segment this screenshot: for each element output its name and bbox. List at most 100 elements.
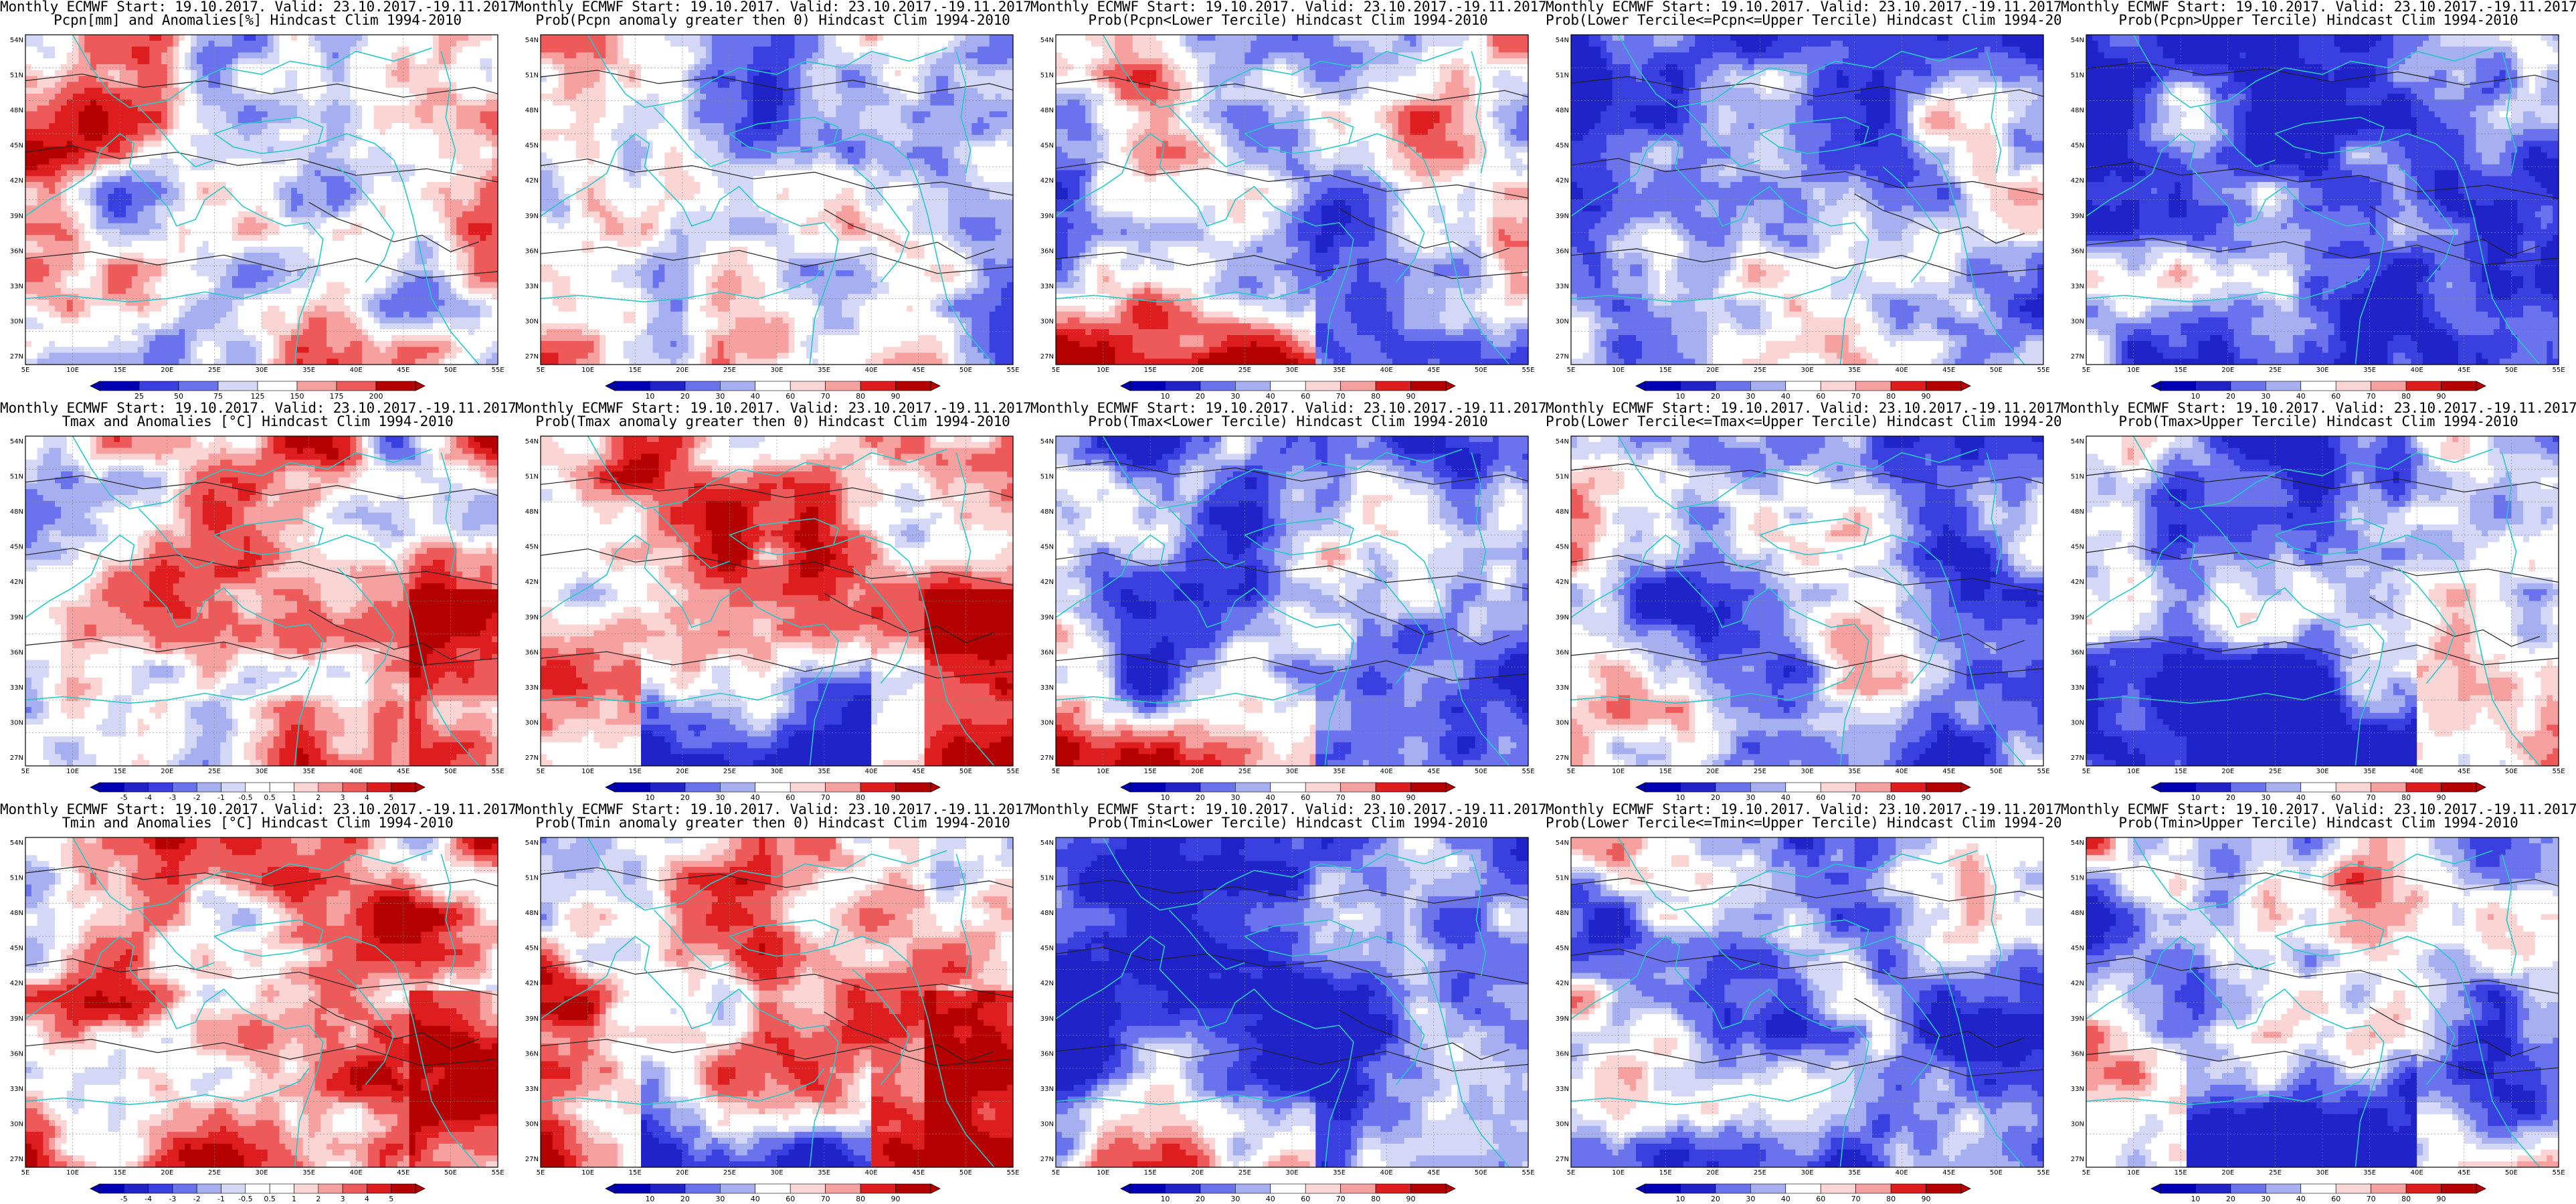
lon-tick-label: 35E [1848,768,1861,775]
lat-tick-label: 39N [10,614,23,621]
lon-tick-label: 15E [2175,768,2187,775]
lon-tick-label: 50E [1990,768,2003,775]
panel-title-line2: Prob(Lower Tercile<=Pcpn<=Upper Tercile)… [1546,13,2061,27]
panel-title-line1: Monthly ECMWF Start: 19.10.2017. Valid: … [1030,0,1546,13]
colorbar-tick-label: 70 [2367,392,2376,401]
forecast-map: 5E 10E 15E 20E 25E 30E 35E 40E 45E 50E 55E54N51N48… [1030,0,1546,401]
lat-tick-label: 27N [1556,1156,1569,1163]
forecast-map: 5E 10E 15E 20E 25E 30E 35E 40E 45E 50E 55E54N51N48… [1030,401,1546,803]
lon-tick-label: 20E [2221,1169,2234,1177]
colorbar-tick-label: 90 [1406,793,1416,802]
lat-tick-label: 54N [525,839,539,847]
lon-tick-label: 15E [1144,1169,1157,1177]
lon-tick-label: 10E [1097,1169,1109,1177]
lat-tick-label: 42N [1040,579,1054,586]
lat-tick-label: 33N [1040,684,1054,692]
lat-tick-label: 33N [1040,283,1054,290]
panel-title-line2: Prob(Tmax>Upper Tercile) Hindcast Clim 1… [2061,415,2576,428]
colorbar-tick-label: 30 [1746,1195,1755,1203]
panel-title: Monthly ECMWF Start: 19.10.2017. Valid: … [1546,0,2061,27]
lat-tick-label: 45N [525,945,539,952]
lon-tick-label: 35E [1333,367,1346,374]
panel-title: Monthly ECMWF Start: 19.10.2017. Valid: … [0,401,515,428]
colorbar-tick-label: 70 [1336,1195,1346,1203]
colorbar-tick-label: 10 [645,1195,654,1203]
lon-tick-label: 25E [208,768,221,775]
colorbar-tick-label: -4 [145,793,152,802]
lon-tick-label: 40E [1896,1169,1908,1177]
panel-title-line2: Tmax and Anomalies [°C] Hindcast Clim 19… [0,415,515,428]
lon-tick-label: 40E [865,1169,878,1177]
lon-tick-label: 30E [2316,1169,2328,1177]
lon-tick-label: 25E [1754,1169,1766,1177]
colorbar-tick-label: 40 [1266,392,1275,401]
lon-tick-label: 30E [255,367,268,374]
panel-title: Monthly ECMWF Start: 19.10.2017. Valid: … [515,401,1030,428]
panel-title: Monthly ECMWF Start: 19.10.2017. Valid: … [2061,401,2576,428]
lat-tick-label: 27N [525,755,539,762]
lon-tick-label: 10E [1097,768,1109,775]
lon-tick-label: 20E [161,367,173,374]
lon-tick-label: 40E [1380,1169,1393,1177]
lon-tick-label: 55E [491,367,504,374]
lon-tick-label: 50E [1990,1169,2003,1177]
colorbar-tick-label: 10 [645,392,654,401]
forecast-map: 5E 10E 15E 20E 25E 30E 35E 40E 45E 50E 55E54N51N48… [1546,401,2061,803]
colorbar-tick-label: -1 [217,793,225,802]
panel-title-line2: Prob(Lower Tercile<=Tmax<=Upper Tercile)… [1546,415,2061,428]
lat-tick-label: 30N [2071,1120,2084,1128]
lat-tick-label: 54N [1556,839,1569,847]
colorbar-tick-label: 40 [1781,1195,1790,1203]
lat-tick-label: 48N [10,508,23,516]
lat-tick-label: 54N [1556,438,1569,445]
lat-tick-label: 45N [1556,945,1569,952]
lon-tick-label: 15E [1144,768,1157,775]
colorbar-tick-label: 10 [645,793,654,802]
lon-tick-label: 40E [1380,367,1393,374]
lon-tick-label: 25E [1238,1169,1251,1177]
colorbar-tick-label: 60 [2331,1195,2340,1203]
colorbar-tick-label: 5 [389,1195,393,1203]
lat-tick-label: 30N [10,1120,23,1128]
colorbar-tick-label: -0.5 [238,1195,252,1203]
colorbar-tick-label: 5 [389,793,393,802]
lon-tick-label: 5E [2082,768,2091,775]
colorbar-tick-label: 10 [1160,793,1170,802]
lon-tick-label: 55E [1522,768,1534,775]
lat-tick-label: 39N [2071,614,2084,621]
lat-tick-label: 39N [525,614,539,621]
colorbar-tick-label: 30 [1230,793,1240,802]
lon-tick-label: 35E [302,367,315,374]
colorbar: 25 50 75 125 150 175 200 [90,381,425,401]
lat-tick-label: 42N [1556,177,1569,185]
panel-title: Monthly ECMWF Start: 19.10.2017. Valid: … [0,0,515,27]
lon-tick-label: 15E [2175,1169,2187,1177]
panel-title-line1: Monthly ECMWF Start: 19.10.2017. Valid: … [515,401,1030,415]
lat-tick-label: 36N [1556,649,1569,656]
lat-tick-label: 54N [1040,438,1054,445]
panel-title-line1: Monthly ECMWF Start: 19.10.2017. Valid: … [1030,401,1546,415]
colorbar-tick-label: 60 [2331,793,2340,802]
lat-tick-label: 33N [10,1086,23,1093]
colorbar-tick-label: 60 [1301,392,1310,401]
lat-tick-label: 51N [525,72,539,80]
colorbar: 10 20 30 40 60 70 80 90 [1636,1184,1970,1203]
colorbar-tick-label: 40 [2296,392,2306,401]
forecast-panel: 5E 10E 15E 20E 25E 30E 35E 40E 45E 50E 55E 54N 51N 48… [1546,401,2061,803]
lat-tick-label: 36N [10,649,23,656]
colorbar-tick-label: 10 [1160,392,1170,401]
lon-tick-label: 5E [1567,367,1576,374]
colorbar-tick-label: 30 [2261,1195,2270,1203]
colorbar-tick-label: 20 [680,392,690,401]
forecast-map: 5E 10E 15E 20E 25E 30E 35E 40E 45E 50E 55E54N51N48… [0,0,515,401]
lon-tick-label: 25E [723,367,736,374]
panel-title-line2: Prob(Tmax anomaly greater then 0) Hindca… [515,415,1030,428]
lon-tick-label: 5E [2082,1169,2091,1177]
lat-tick-label: 42N [525,177,539,185]
lon-tick-label: 30E [1285,768,1298,775]
lon-tick-label: 30E [2316,768,2328,775]
colorbar-tick-label: 90 [1406,1195,1416,1203]
lat-tick-label: 33N [10,283,23,290]
lon-tick-label: 20E [676,367,688,374]
lat-tick-label: 48N [10,107,23,114]
